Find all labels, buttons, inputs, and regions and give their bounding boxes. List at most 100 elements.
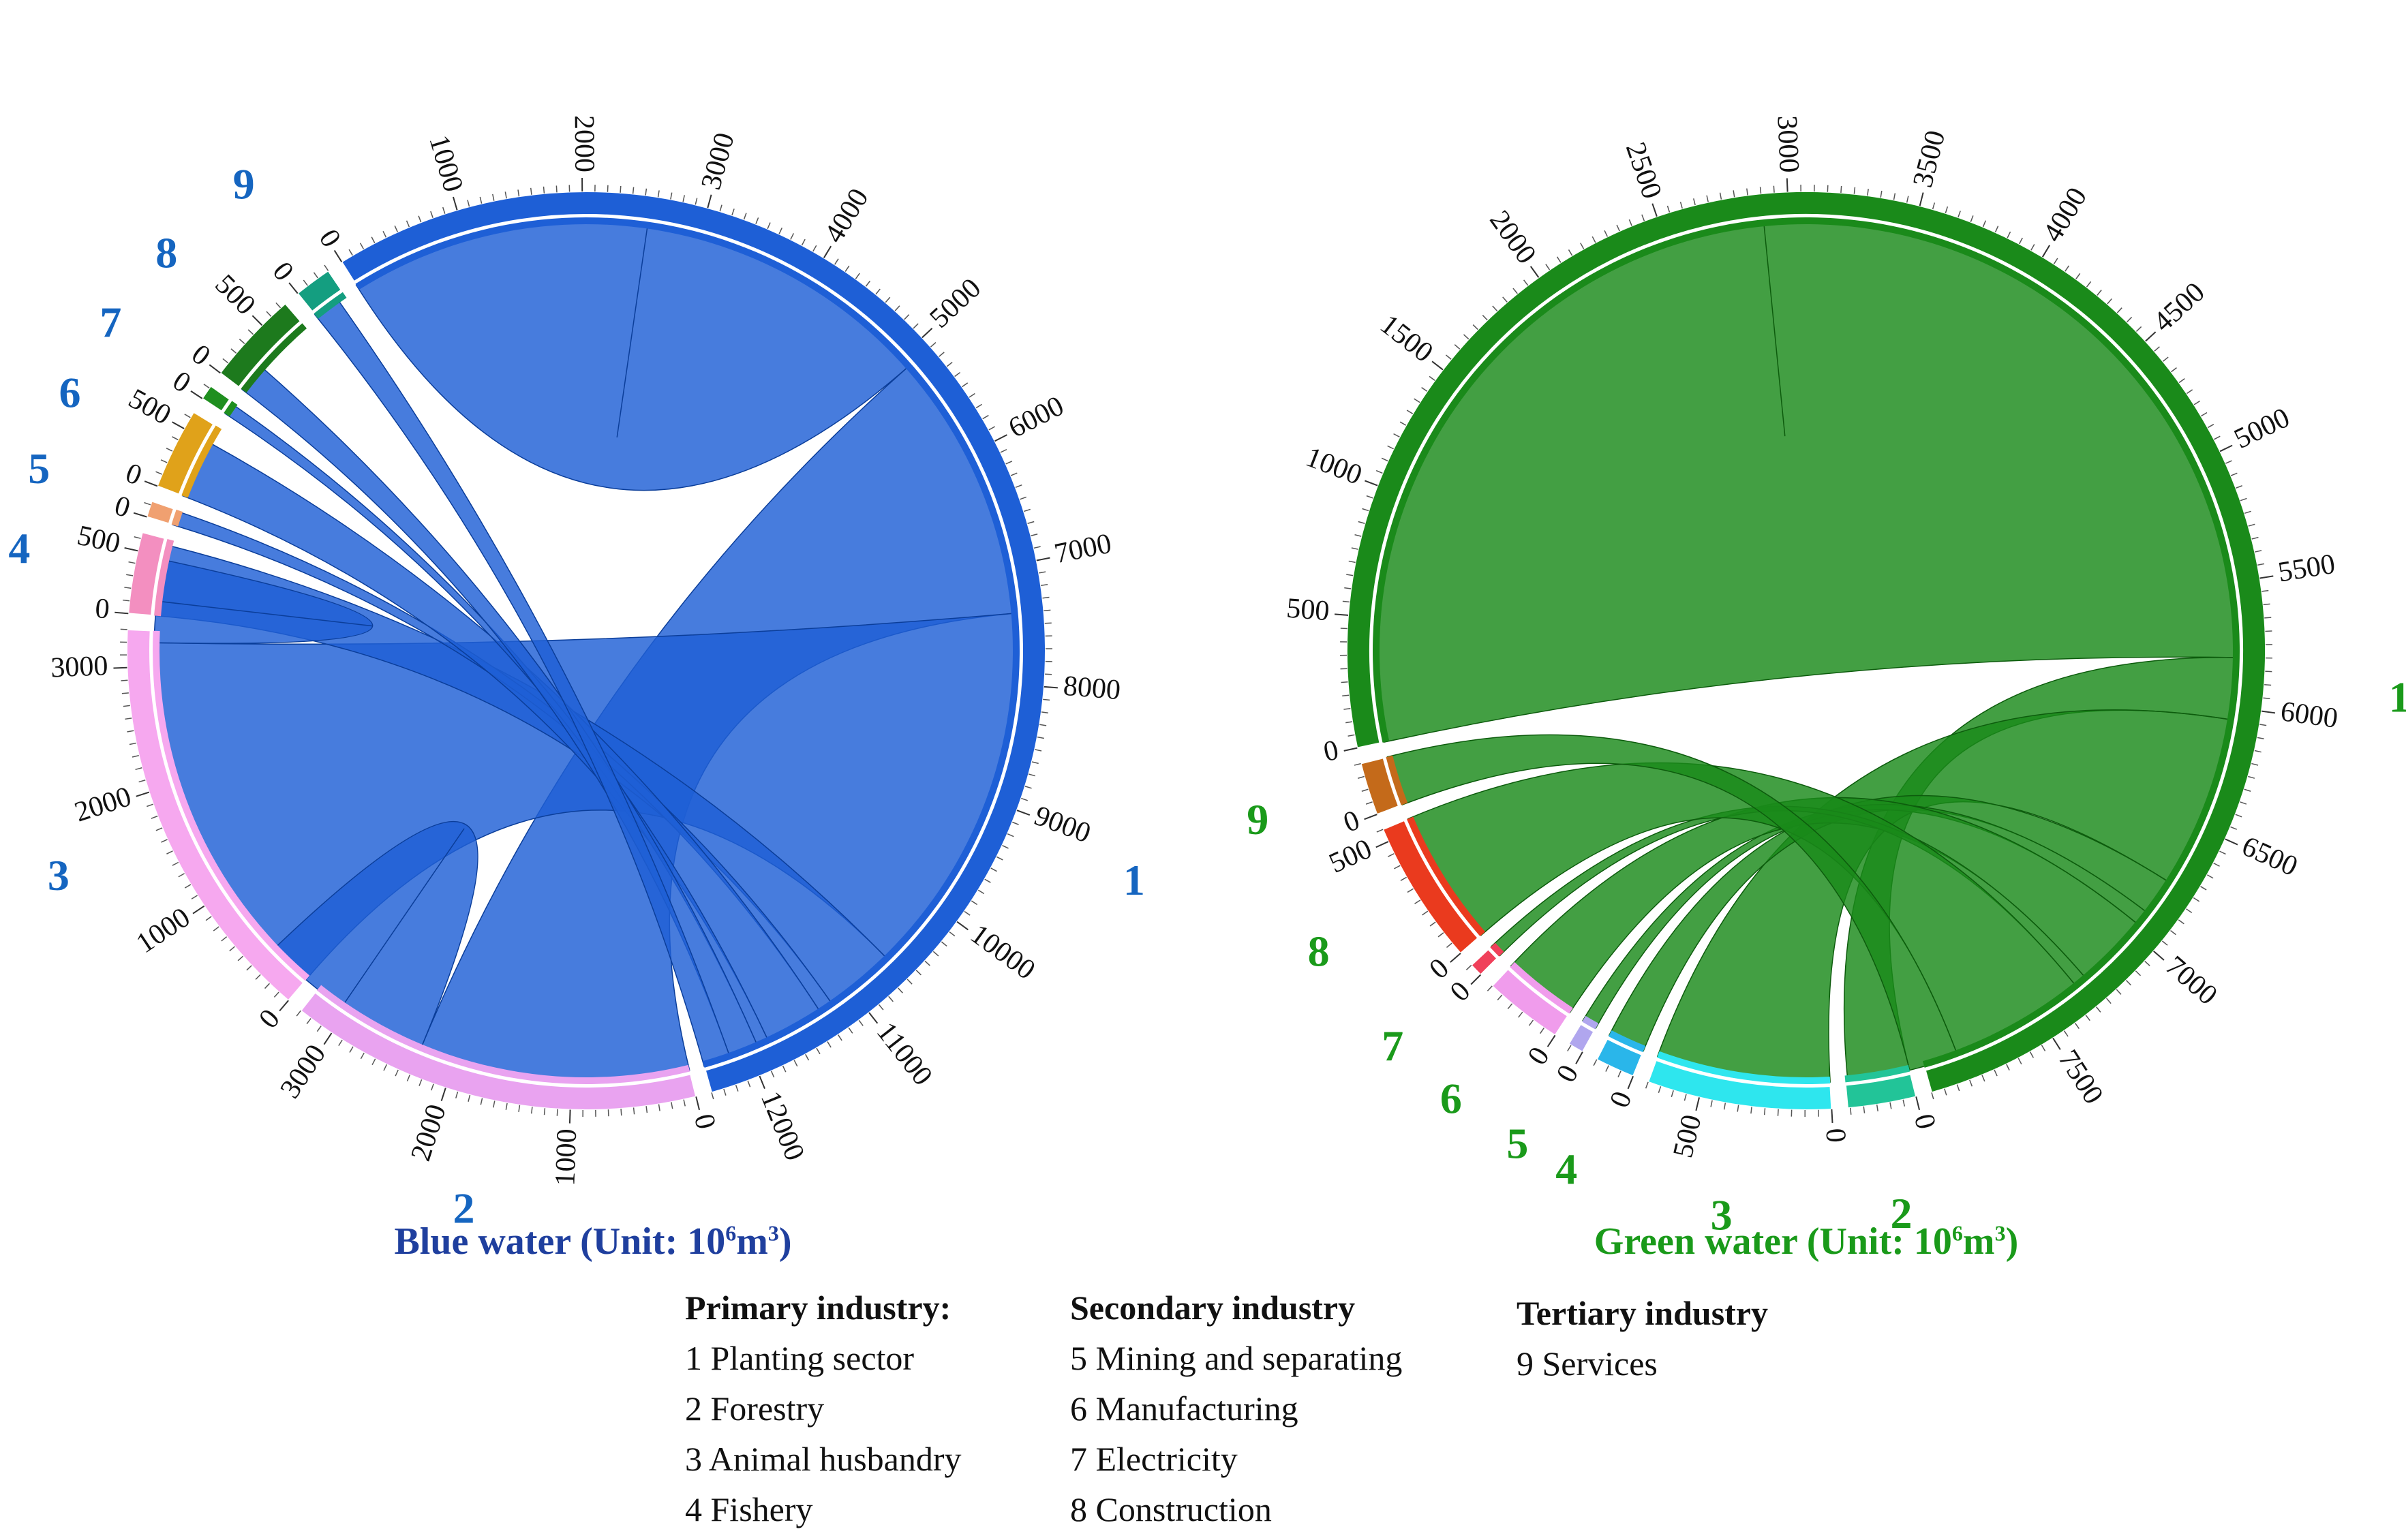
minor-tick-8 — [1400, 876, 1407, 881]
minor-tick-1 — [1679, 202, 1683, 209]
minor-tick-2 — [338, 1039, 343, 1047]
legend-item: 8 Construction — [1070, 1490, 1272, 1528]
minor-tick-1 — [2193, 897, 2200, 902]
minor-tick-3 — [1645, 1081, 1649, 1089]
minor-tick-3 — [123, 705, 130, 707]
minor-tick-8 — [1414, 899, 1421, 904]
minor-tick-1 — [1628, 219, 1632, 226]
minor-tick-5 — [1567, 1045, 1572, 1051]
minor-tick-1 — [2251, 763, 2259, 766]
minor-tick-1 — [2127, 316, 2133, 323]
minor-tick-1 — [543, 186, 545, 194]
sector-inner-ring-2 — [316, 985, 690, 1084]
minor-tick-3 — [255, 974, 261, 980]
minor-tick-1 — [1580, 243, 1585, 249]
minor-tick-2 — [1876, 1104, 1878, 1111]
tick-label-1: 7000 — [2159, 950, 2223, 1011]
minor-tick-6 — [1518, 1011, 1523, 1018]
minor-tick-6 — [1528, 1019, 1534, 1026]
major-tick-6 — [172, 421, 185, 429]
tick-label-3: 1000 — [131, 902, 196, 959]
tick-label-5: 0 — [111, 490, 134, 524]
minor-tick-1 — [1351, 547, 1358, 550]
major-tick-1 — [1651, 203, 1658, 217]
minor-tick-1 — [2259, 724, 2267, 726]
minor-tick-1 — [930, 341, 936, 348]
minor-tick-1 — [2254, 750, 2262, 753]
minor-tick-1 — [1027, 521, 1035, 524]
major-tick-7 — [1470, 974, 1482, 985]
blue-water-chord-ribbons — [153, 218, 1019, 1083]
major-tick-3 — [1831, 1109, 1833, 1123]
minor-tick-3 — [264, 983, 270, 989]
minor-tick-1 — [359, 243, 365, 249]
sector-arc-2 — [1844, 1073, 1917, 1109]
tick-label-1: 2000 — [1483, 205, 1542, 270]
sector-arc-5 — [146, 500, 175, 525]
sector-label-9: 9 — [1247, 795, 1268, 844]
sector-arc-1 — [340, 191, 1046, 1094]
minor-tick-1 — [1429, 375, 1435, 381]
minor-tick-1 — [2186, 908, 2193, 914]
major-tick-2 — [440, 1088, 446, 1102]
minor-tick-1 — [2171, 367, 2177, 373]
minor-tick-1 — [805, 1053, 810, 1061]
minor-tick-1 — [1002, 844, 1009, 849]
major-tick-1 — [956, 921, 969, 931]
minor-tick-1 — [1958, 211, 1961, 218]
tick-label-8: 500 — [1324, 833, 1376, 880]
tick-label-1: 2000 — [568, 115, 600, 172]
green-water-title: Green water (Unit: 106m3) — [1594, 1220, 2019, 1263]
sector-label-1: 1 — [2389, 673, 2406, 721]
tick-label-1: 1000 — [1302, 442, 1367, 491]
minor-tick-1 — [932, 951, 939, 957]
minor-tick-1 — [2235, 814, 2242, 818]
minor-tick-1 — [971, 900, 978, 906]
minor-tick-3 — [237, 955, 244, 961]
tick-label-6: 0 — [1522, 1041, 1556, 1071]
legend-item: 4 Fishery — [685, 1490, 813, 1528]
minor-tick-8 — [1394, 865, 1401, 869]
minor-tick-3 — [191, 895, 198, 899]
minor-tick-6 — [155, 471, 163, 475]
tick-label-4: 0 — [94, 593, 111, 626]
minor-tick-6 — [1487, 985, 1493, 991]
minor-tick-1 — [778, 227, 783, 234]
minor-tick-1 — [418, 215, 422, 223]
minor-tick-1 — [1393, 433, 1400, 437]
minor-tick-1 — [1502, 296, 1508, 303]
minor-tick-1 — [1342, 694, 1350, 696]
major-tick-1 — [2225, 838, 2238, 846]
sector-arc-4 — [127, 531, 166, 617]
sector-inner-ring-7 — [1490, 942, 1504, 957]
major-tick-1 — [1786, 178, 1788, 192]
tick-label-1: 7500 — [2052, 1045, 2110, 1110]
minor-tick-1 — [1981, 1075, 1985, 1082]
legend-item: 5 Mining and separating — [1070, 1339, 1403, 1377]
minor-tick-1 — [1045, 673, 1052, 675]
legend-item: 2 Forestry — [685, 1389, 825, 1428]
minor-tick-4 — [126, 574, 134, 576]
minor-tick-1 — [1031, 533, 1038, 536]
sector-label-3: 3 — [1711, 1190, 1733, 1239]
minor-tick-2 — [406, 1075, 411, 1081]
major-tick-1 — [2262, 710, 2276, 714]
tick-label-1: 3500 — [1907, 127, 1951, 191]
minor-tick-1 — [555, 185, 558, 193]
minor-tick-9 — [324, 264, 329, 271]
minor-tick-4 — [1593, 1059, 1598, 1066]
legend-item: 9 Services — [1517, 1344, 1658, 1383]
minor-tick-5 — [144, 502, 151, 506]
tick-label-1: 3000 — [1771, 115, 1804, 174]
minor-tick-1 — [1362, 508, 1369, 512]
sector-label-8: 8 — [1308, 927, 1330, 975]
minor-tick-1 — [1853, 187, 1856, 194]
minor-tick-1 — [838, 1034, 842, 1041]
tick-label-1: 500 — [1285, 593, 1330, 628]
major-tick-1 — [922, 327, 933, 339]
minor-tick-1 — [1043, 698, 1050, 701]
minor-tick-1 — [767, 222, 771, 230]
minor-tick-1 — [969, 392, 975, 398]
major-tick-8 — [209, 364, 221, 374]
chord-ribbon-1-to-1 — [1373, 218, 2239, 743]
